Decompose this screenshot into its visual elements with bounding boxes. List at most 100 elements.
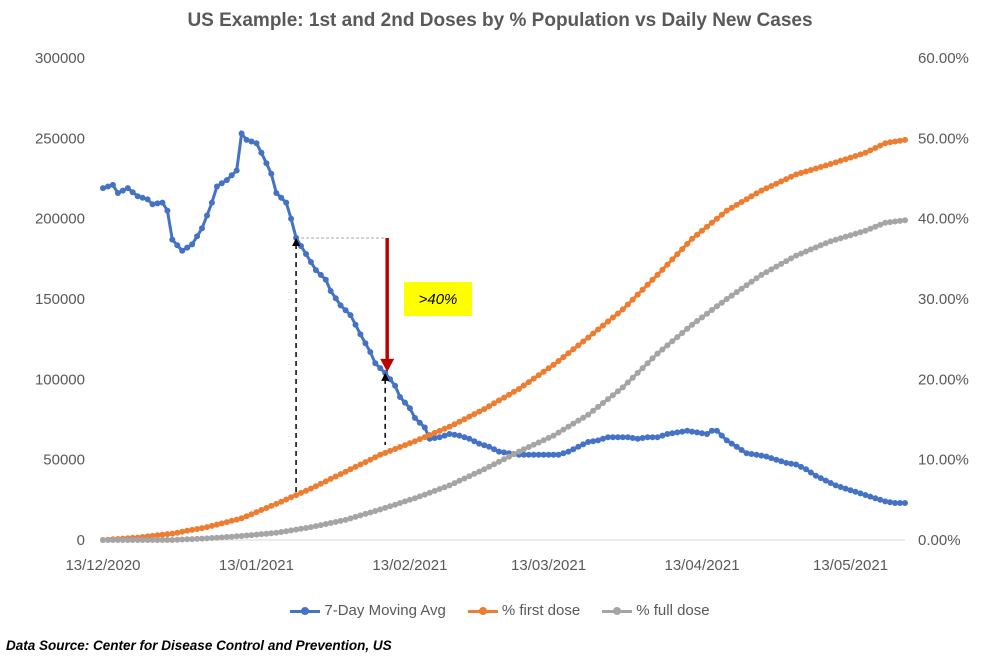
series-point-1	[887, 139, 893, 145]
series-point-0	[174, 242, 180, 248]
y-left-tick-label: 250000	[35, 130, 85, 147]
series-point-1	[516, 386, 522, 392]
series-point-1	[729, 205, 735, 211]
series-point-2	[308, 524, 314, 530]
series-point-0	[338, 302, 344, 308]
series-point-0	[343, 307, 349, 313]
series-point-0	[402, 400, 408, 406]
legend-label-7day: 7-Day Moving Avg	[324, 602, 445, 619]
series-point-1	[694, 232, 700, 238]
series-point-0	[808, 470, 814, 476]
series-point-1	[709, 220, 715, 226]
series-point-0	[372, 360, 378, 366]
series-point-0	[447, 431, 453, 437]
series-point-2	[635, 370, 641, 376]
series-point-0	[125, 185, 131, 191]
y-right-tick-label: 30.00%	[918, 291, 969, 308]
series-line-0	[103, 134, 905, 504]
series-point-2	[734, 289, 740, 295]
series-point-2	[655, 351, 661, 357]
series-point-1	[659, 267, 665, 273]
series-point-1	[635, 292, 641, 298]
legend-item-first-dose[interactable]: % first dose	[468, 602, 580, 619]
series-point-2	[570, 421, 576, 427]
series-point-0	[501, 449, 507, 455]
series-point-0	[719, 433, 725, 439]
series-point-1	[595, 327, 601, 333]
series-point-0	[169, 237, 175, 243]
series-point-2	[605, 396, 611, 402]
series-point-1	[199, 525, 205, 531]
series-point-1	[679, 246, 685, 252]
legend-swatch-7day	[290, 605, 320, 617]
series-point-0	[288, 216, 294, 222]
series-point-1	[486, 403, 492, 409]
series-point-1	[714, 216, 720, 222]
legend-item-7day[interactable]: 7-Day Moving Avg	[290, 602, 445, 619]
series-point-0	[199, 225, 205, 231]
series-point-2	[902, 217, 908, 223]
series-point-2	[620, 384, 626, 390]
series-point-1	[902, 137, 908, 143]
series-point-2	[615, 388, 621, 394]
legend-item-full-dose[interactable]: % full dose	[602, 602, 709, 619]
series-point-0	[357, 331, 363, 337]
legend-label-first-dose: % first dose	[502, 602, 580, 619]
series-point-2	[684, 326, 690, 332]
series-point-2	[595, 404, 601, 410]
series-point-2	[551, 433, 557, 439]
series-point-0	[729, 441, 735, 447]
y-left-tick-label: 0	[77, 532, 85, 549]
series-point-2	[338, 518, 344, 524]
axes-group: 0500001000001500002000002500003000000.00…	[35, 50, 969, 574]
y-right-tick-label: 10.00%	[918, 452, 969, 469]
chart-plot: 0500001000001500002000002500003000000.00…	[0, 0, 1000, 600]
series-point-0	[323, 277, 329, 283]
series-point-2	[689, 322, 695, 328]
series-point-0	[234, 168, 240, 174]
series-point-2	[625, 380, 631, 386]
y-left-tick-label: 150000	[35, 291, 85, 308]
series-point-1	[749, 193, 755, 199]
series-point-0	[669, 430, 675, 436]
series-point-1	[209, 523, 215, 529]
series-point-1	[570, 346, 576, 352]
series-point-2	[560, 427, 566, 433]
series-point-1	[560, 354, 566, 360]
series-point-0	[184, 245, 190, 251]
series-point-2	[318, 522, 324, 528]
series-point-1	[189, 527, 195, 533]
series-point-0	[714, 428, 720, 434]
series-point-1	[556, 358, 562, 364]
series-point-2	[744, 282, 750, 288]
series-point-1	[580, 339, 586, 345]
x-tick-label: 13/05/2021	[813, 557, 888, 574]
series-line-1	[103, 140, 905, 540]
x-tick-label: 13/03/2021	[511, 557, 586, 574]
series-point-0	[640, 435, 646, 441]
series-point-0	[724, 437, 730, 443]
y-left-tick-label: 300000	[35, 50, 85, 67]
series-point-1	[531, 376, 537, 382]
series-point-0	[164, 208, 170, 214]
series-point-1	[501, 395, 507, 401]
series-point-0	[229, 172, 235, 178]
series-point-0	[303, 251, 309, 257]
series-point-1	[655, 272, 661, 278]
series-point-0	[422, 425, 428, 431]
series-point-0	[214, 184, 220, 190]
series-point-1	[600, 323, 606, 329]
series-point-1	[630, 297, 636, 303]
y-left-tick-label: 200000	[35, 211, 85, 228]
y-left-tick-label: 100000	[35, 371, 85, 388]
series-point-0	[803, 466, 809, 472]
series-point-0	[179, 248, 185, 254]
series-point-1	[536, 372, 542, 378]
series-point-1	[669, 256, 675, 262]
series-point-1	[640, 287, 646, 293]
series-point-1	[664, 262, 670, 268]
series-point-0	[318, 272, 324, 278]
series-point-2	[580, 415, 586, 421]
series-point-1	[521, 383, 527, 389]
series-point-1	[590, 331, 596, 337]
